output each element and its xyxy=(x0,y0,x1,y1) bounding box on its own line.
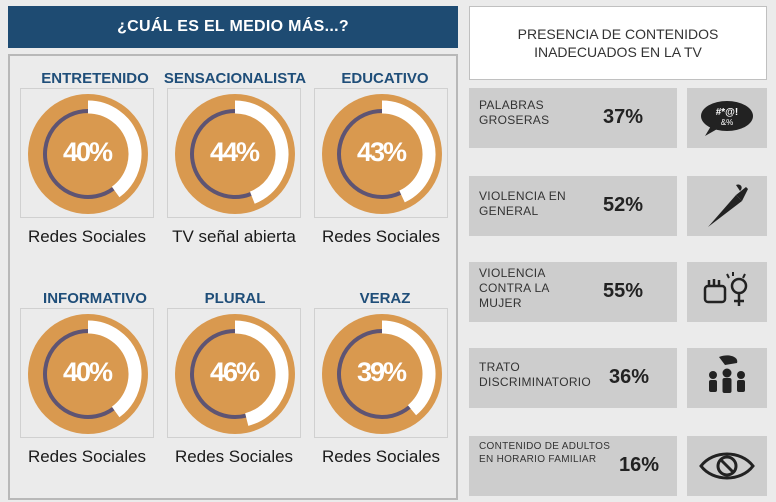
donut-percentage: 43% xyxy=(356,137,407,167)
row-percentage: 36% xyxy=(609,366,650,388)
left-panel-title: ¿CUÁL ES EL MEDIO MÁS...? xyxy=(8,6,458,48)
donut-value-arc xyxy=(87,100,142,198)
donut-chart xyxy=(322,94,442,214)
row-percentage: 37% xyxy=(603,106,644,128)
row-percentage: 52% xyxy=(603,194,644,216)
donut-value-arc xyxy=(381,320,436,416)
donut-remaining-ring xyxy=(43,109,115,199)
donut-percentage: 39% xyxy=(356,357,407,387)
donut-chart xyxy=(28,314,148,434)
svg-text:&%: &% xyxy=(721,118,733,127)
donut-percentage: 40% xyxy=(62,357,113,387)
cell-title: ENTRETENIDO xyxy=(41,70,149,87)
donut-remaining-ring xyxy=(337,109,402,199)
donut-remaining-ring xyxy=(190,109,252,199)
cell-medium-label: TV señal abierta xyxy=(172,227,296,246)
donut-card: 46% xyxy=(167,308,301,438)
row-percentage: 16% xyxy=(619,454,660,476)
content-row: VIOLENCIA CONTRA LA MUJER 55% xyxy=(469,262,677,322)
donut-value-arc xyxy=(234,320,289,426)
svg-text:#*@!: #*@! xyxy=(716,107,739,118)
right-panel-title: PRESENCIA DE CONTENIDOS INADECUADOS EN L… xyxy=(469,6,767,80)
donut-card: 39% xyxy=(314,308,448,438)
cell-title: VERAZ xyxy=(359,290,411,307)
cell-medium-label: Redes Sociales xyxy=(321,447,441,466)
content-row: VIOLENCIA EN GENERAL 52% xyxy=(469,176,677,236)
donut-remaining-ring xyxy=(337,329,411,419)
fist-female-icon xyxy=(687,262,767,322)
donut-card: 40% xyxy=(20,88,154,218)
content-row: PALABRAS GROSERAS 37% xyxy=(469,88,677,148)
content-row: TRATO DISCRIMINATORIO 36% xyxy=(469,348,677,408)
cell-medium-label: Redes Sociales xyxy=(321,227,441,246)
row-label: CONTENIDO DE ADULTOS EN HORARIO FAMILIAR xyxy=(479,441,611,465)
donut-chart xyxy=(175,314,295,434)
cell-title: EDUCATIVO xyxy=(341,70,429,87)
donut-remaining-ring xyxy=(43,329,115,419)
row-label: VIOLENCIA EN GENERAL xyxy=(479,189,566,218)
hand-people-icon xyxy=(687,348,767,408)
donut-chart xyxy=(322,314,442,434)
donut-chart xyxy=(175,94,295,214)
cell-medium-label: Redes Sociales xyxy=(27,227,147,246)
row-label: VIOLENCIA CONTRA LA MUJER xyxy=(479,266,550,310)
forbidden-eye-icon xyxy=(687,436,767,496)
donut-chart xyxy=(28,94,148,214)
cell-medium-label: Redes Sociales xyxy=(174,447,294,466)
row-percentage: 55% xyxy=(603,280,644,302)
swearing-bubble-icon: #*@! &% xyxy=(687,88,767,148)
donut-percentage: 40% xyxy=(62,137,113,167)
donut-value-arc xyxy=(87,320,142,418)
donut-percentage: 46% xyxy=(209,357,260,387)
donut-value-arc xyxy=(381,100,436,203)
donut-percentage: 44% xyxy=(209,137,260,167)
donut-card: 44% xyxy=(167,88,301,218)
donut-remaining-ring xyxy=(190,329,247,419)
knife-icon xyxy=(687,176,767,236)
donut-card: 40% xyxy=(20,308,154,438)
row-label: TRATO DISCRIMINATORIO xyxy=(479,360,592,389)
content-row: CONTENIDO DE ADULTOS EN HORARIO FAMILIAR… xyxy=(469,436,677,496)
cell-title: PLURAL xyxy=(204,290,266,307)
cell-title: SENSACIONALISTA xyxy=(163,70,307,87)
cell-medium-label: Redes Sociales xyxy=(27,447,147,466)
cell-title: INFORMATIVO xyxy=(43,290,147,307)
donut-value-arc xyxy=(234,100,289,204)
donut-card: 43% xyxy=(314,88,448,218)
row-label: PALABRAS GROSERAS xyxy=(479,98,550,127)
